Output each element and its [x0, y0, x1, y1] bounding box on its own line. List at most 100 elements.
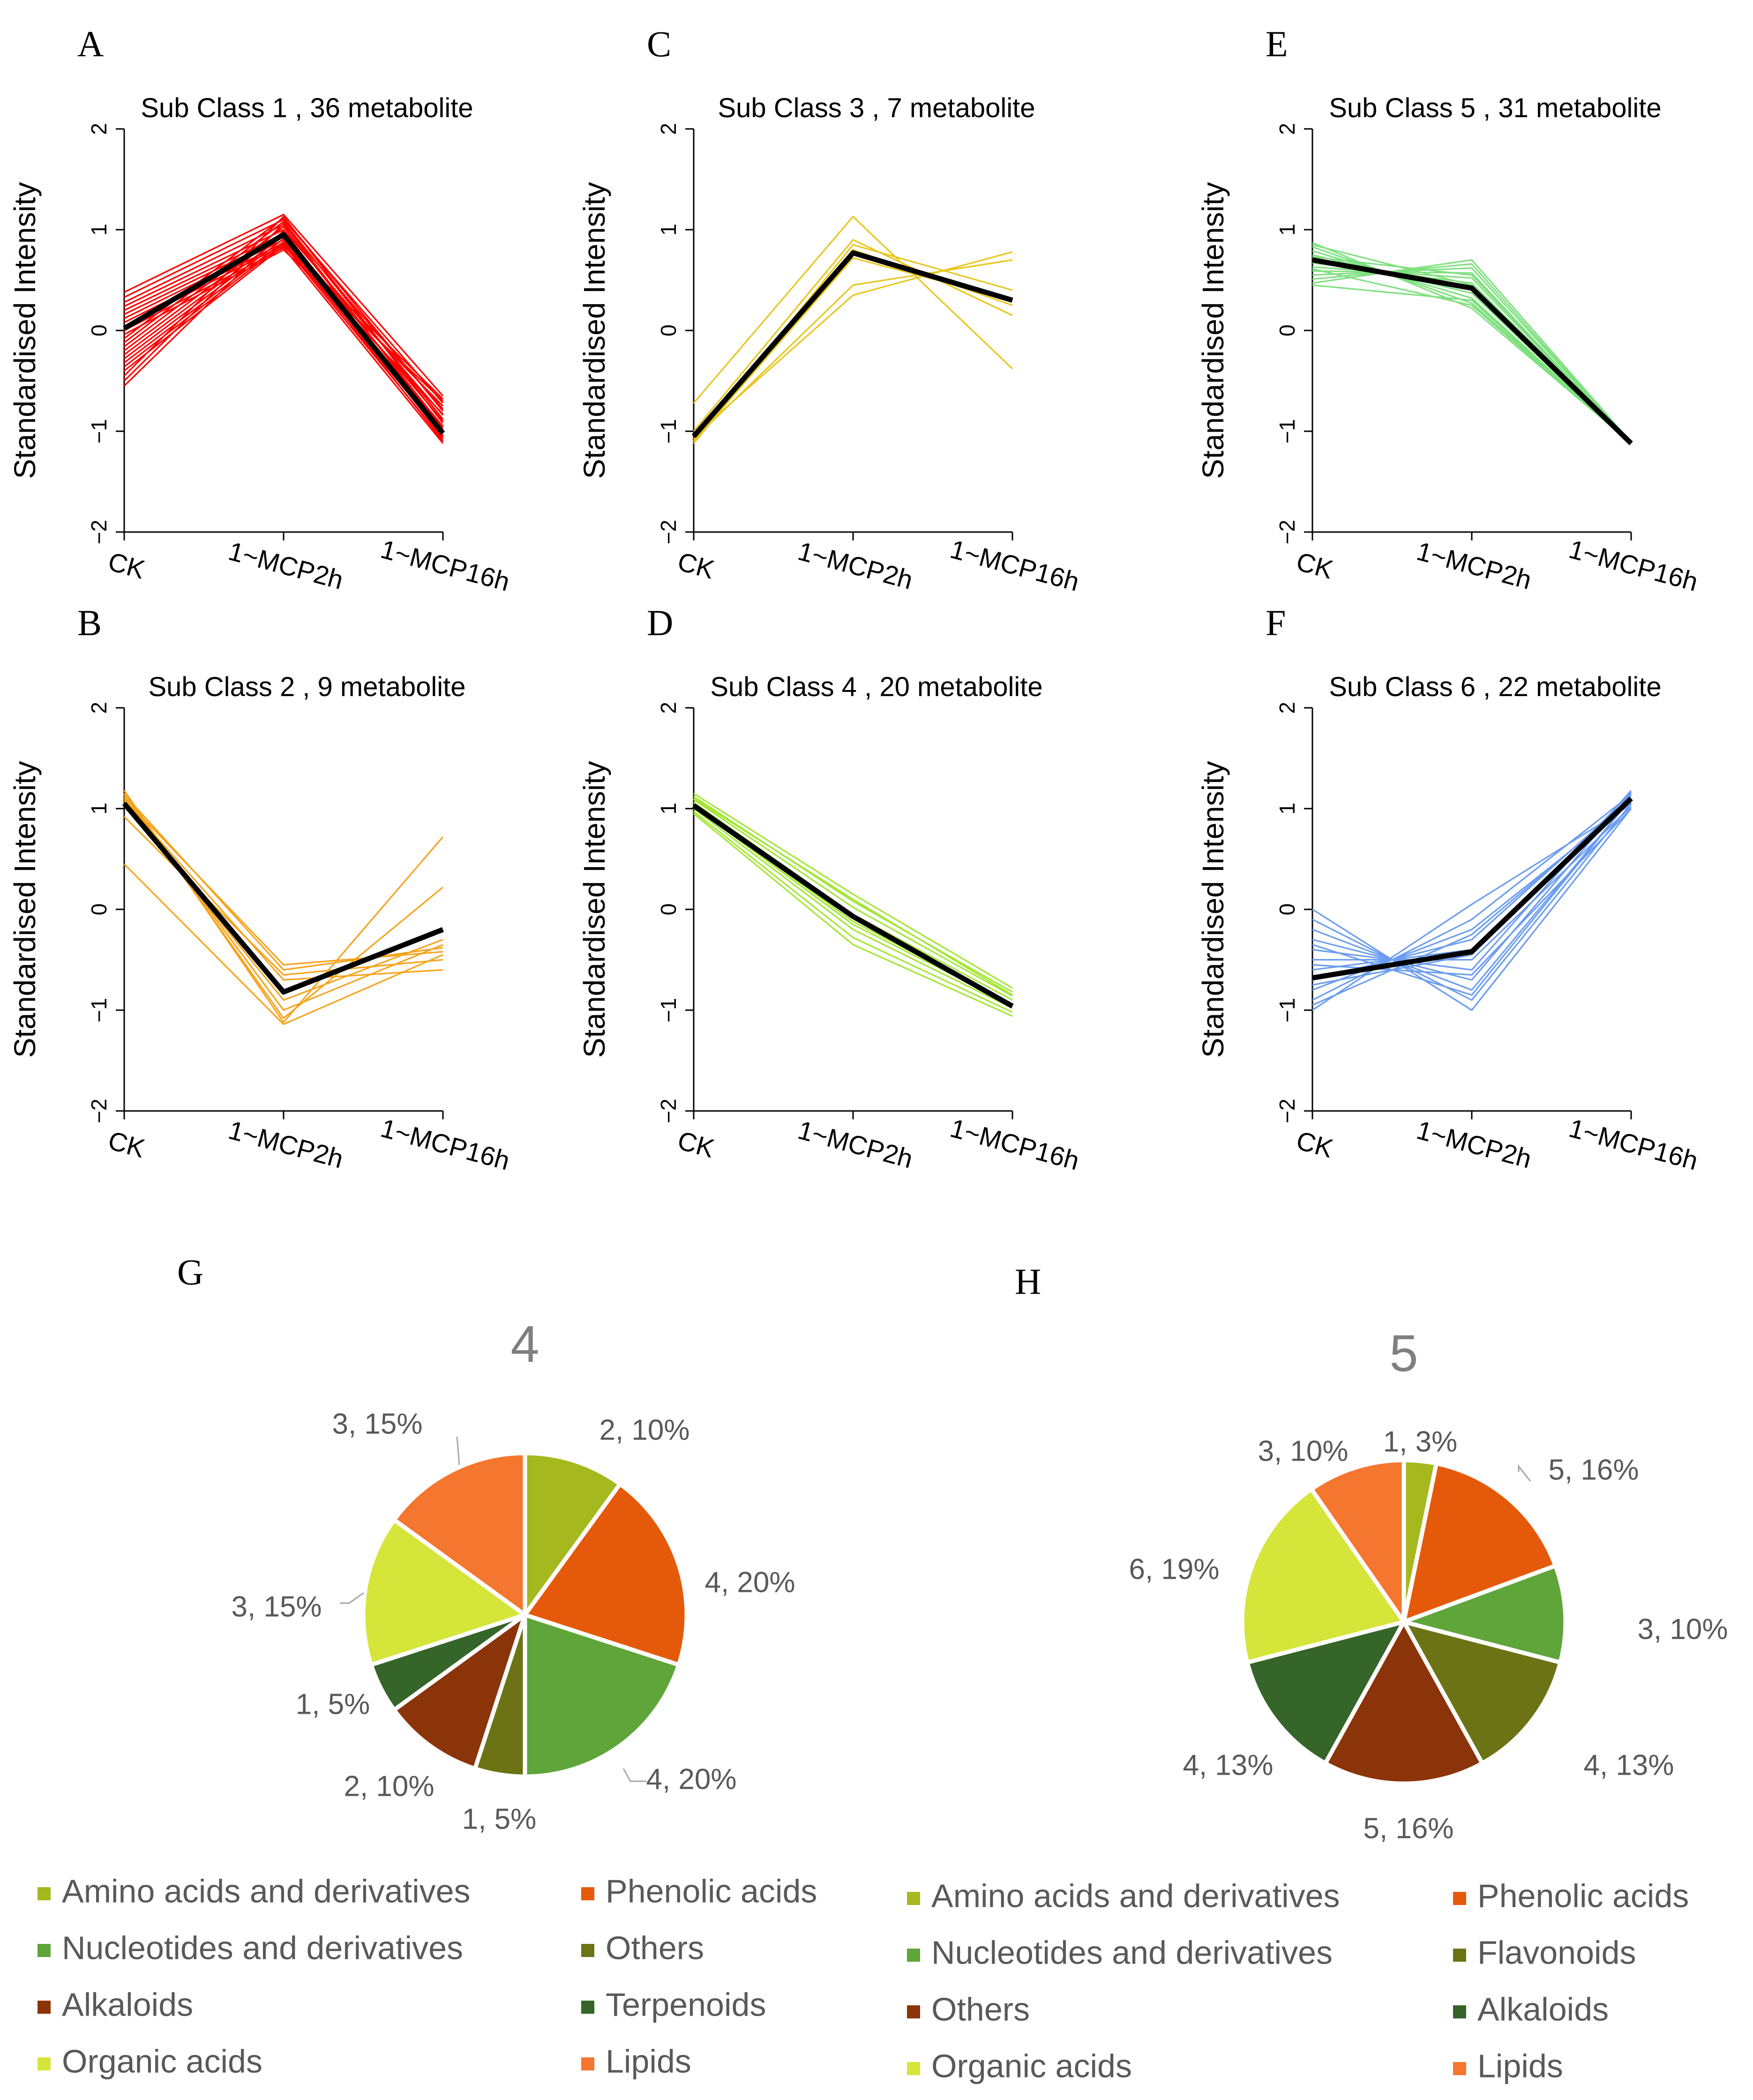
legend-label: Terpenoids [606, 1986, 766, 2023]
legend-label: Nucleotides and derivatives [62, 1929, 463, 1966]
x-tick-label: 1~MCP2h [1414, 1115, 1535, 1174]
y-tick-label: 0 [656, 324, 681, 337]
panel-letter: H [1015, 1261, 1041, 1302]
pie-data-label: 3, 10% [1258, 1435, 1348, 1467]
legend-item: Nucleotides and derivatives [37, 1929, 463, 1966]
metabolite-line [693, 793, 1013, 989]
y-tick-label: 1 [656, 224, 681, 236]
x-tick-label: 1~MCP2h [795, 536, 916, 595]
pie-data-label: 5, 16% [1548, 1454, 1639, 1486]
metabolite-line [1312, 803, 1632, 1001]
metabolite-line [123, 794, 443, 971]
pie-slice [1399, 1619, 1563, 1766]
mean-line [1312, 796, 1633, 981]
metabolite-line [693, 799, 1013, 997]
y-tick-label: 0 [1275, 903, 1299, 915]
y-tick-label: 2 [656, 123, 681, 135]
panel-letter: A [77, 23, 104, 64]
y-tick-label: −2 [1275, 520, 1299, 544]
metabolite-line [123, 803, 443, 1001]
pie-slice [1396, 1563, 1568, 1665]
legend-swatch [37, 1887, 51, 1900]
pie-data-label: 1, 5% [462, 1803, 537, 1835]
legend-item: Lipids [1453, 2048, 1563, 2084]
line-panel-e: E Sub Class 5 , 31 metabolite −2 −1 0 1 2 Stand… [1196, 23, 1701, 597]
y-tick-label: 2 [87, 123, 111, 135]
y-axis-label: Standardised Intensity [1196, 182, 1230, 479]
x-tick-label: 1~MCP16h [1566, 534, 1701, 597]
x-tick-label: 1~MCP16h [947, 1113, 1082, 1176]
metabolite-line [123, 816, 443, 976]
legend-swatch [907, 2062, 920, 2075]
legend-label: Phenolic acids [1477, 1877, 1689, 1914]
legend-swatch [37, 1944, 51, 1957]
pie-data-label: 1, 5% [296, 1688, 370, 1720]
pie-panel-h: H 5 1, 3% 5, 16% 3, 10% 4, 13% 5, 16% 4, 13% 6, … [907, 1261, 1728, 2084]
line-panel-d: D Sub Class 4 , 20 metabolite −2 −1 0 1 2 Stand… [577, 602, 1082, 1176]
metabolite-line [1312, 268, 1632, 444]
y-tick-label: 2 [87, 702, 111, 714]
panel-title: Sub Class 2 , 9 metabolite [148, 672, 465, 702]
pie-slice [391, 1451, 527, 1619]
legend-label: Others [606, 1929, 704, 1966]
pie-data-label: 2, 10% [344, 1770, 434, 1802]
metabolite-line [1312, 794, 1632, 1001]
legend-label: Phenolic acids [606, 1873, 817, 1909]
metabolite-line [1312, 798, 1632, 996]
metabolite-line [693, 808, 1013, 1009]
y-axis-label: Standardised Intensity [577, 182, 611, 479]
legend-swatch [1453, 1892, 1466, 1905]
panel-letter: D [647, 602, 673, 643]
pie-slice [361, 1516, 530, 1668]
legend-item: Flavonoids [1453, 1934, 1636, 1971]
y-tick-label: −2 [656, 1099, 681, 1123]
panel-title: Sub Class 4 , 20 metabolite [710, 672, 1042, 702]
y-tick-label: −2 [1275, 1099, 1299, 1123]
legend-item: Terpenoids [581, 1986, 766, 2023]
pie-data-label: 4, 20% [704, 1566, 795, 1598]
pie-data-label: 4, 20% [646, 1763, 736, 1795]
x-tick-label: CK [674, 547, 717, 585]
legend-item: Lipids [581, 2043, 691, 2079]
x-tick-label: 1~MCP16h [378, 1113, 513, 1176]
metabolite-line [124, 214, 444, 397]
line-chart-panels: A Sub Class 1 , 36 metabolite −2 −1 0 1 2 Stand… [8, 23, 1701, 1176]
legend-swatch [581, 2001, 594, 2014]
y-tick-label: 2 [656, 702, 681, 714]
pie-slice [521, 1481, 689, 1668]
metabolite-line [1312, 802, 1632, 991]
pie-title: 5 [1389, 1325, 1418, 1382]
line-panel-a: A Sub Class 1 , 36 metabolite −2 −1 0 1 2 Stand… [8, 23, 513, 597]
panel-letter: B [77, 602, 102, 643]
pie-slice [1308, 1458, 1406, 1629]
mean-line [1312, 257, 1633, 445]
x-tick-label: 1~MCP16h [378, 534, 513, 597]
legend-swatch [581, 1944, 594, 1957]
metabolite-line [124, 235, 444, 438]
leader-line [1518, 1464, 1531, 1482]
y-tick-label: 1 [87, 224, 111, 236]
metabolite-line [1312, 263, 1632, 444]
metabolite-line [123, 863, 443, 1025]
pie-chart-panels: G 4 2, 10% 4, 20% 4, 20% 1, 5% 2, 10% 1, 5% 3, 1… [37, 1252, 1728, 2084]
pie-slice [523, 1612, 682, 1779]
line-panel-b: B Sub Class 2 , 9 metabolite −2 −1 0 1 2 Standa… [8, 602, 513, 1176]
x-tick-label: 1~MCP2h [1414, 536, 1535, 595]
pie-panel-g: G 4 2, 10% 4, 20% 4, 20% 1, 5% 2, 10% 1, 5% 3, 1… [37, 1252, 817, 2079]
mean-line [122, 802, 444, 995]
y-tick-label: −1 [1275, 998, 1299, 1022]
legend-label: Lipids [1477, 2048, 1563, 2084]
legend-item: Others [907, 1991, 1030, 2027]
legend-label: Alkaloids [1477, 1991, 1609, 2027]
legend-swatch [907, 2005, 920, 2018]
legend-item: Amino acids and derivatives [907, 1877, 1340, 1914]
mean-line [692, 803, 1014, 1009]
pie-data-label: 5, 16% [1363, 1812, 1453, 1845]
metabolite-line [124, 218, 444, 404]
metabolite-line [1312, 267, 1632, 444]
legend-swatch [1453, 2005, 1466, 2018]
x-tick-label: CK [1293, 1125, 1336, 1163]
line-panel-c: C Sub Class 3 , 7 metabolite −2 −1 0 1 2 Standa… [577, 23, 1082, 597]
metabolite-line [1312, 256, 1632, 444]
